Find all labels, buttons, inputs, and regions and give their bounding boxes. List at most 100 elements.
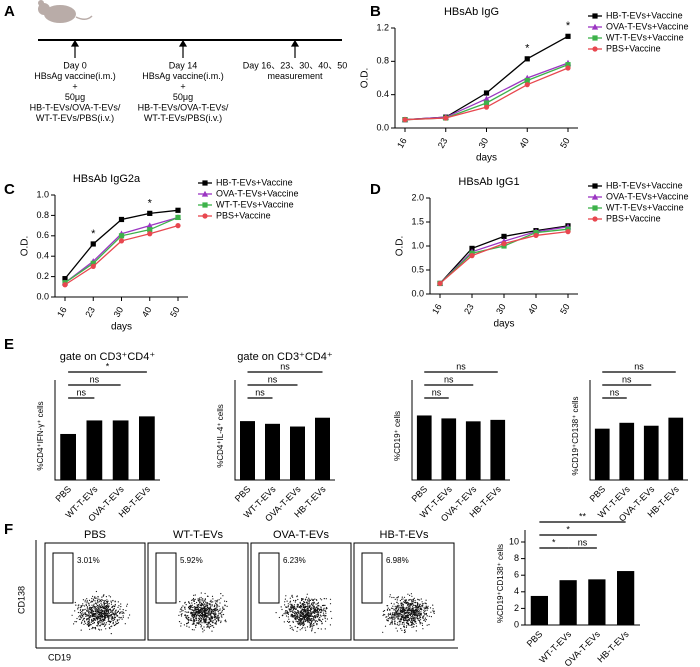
flow-dot (99, 625, 102, 627)
flow-dot (307, 604, 309, 606)
flow-dot (422, 615, 424, 618)
flow-dot (401, 617, 403, 619)
legend-marker (592, 205, 598, 211)
flow-dot (400, 628, 402, 630)
flow-dot (105, 610, 107, 612)
flow-dot (215, 610, 217, 612)
flow-dot (291, 606, 293, 608)
flow-dot (301, 599, 303, 602)
flow-dot (180, 622, 182, 624)
flow-dot (112, 600, 114, 602)
flow-dot (387, 618, 389, 620)
flow-dot (99, 605, 102, 607)
flow-dot (307, 607, 309, 609)
flow-dot (80, 614, 82, 616)
flow-dot (280, 606, 282, 608)
flow-dot (203, 606, 205, 609)
flow-dot (219, 612, 222, 614)
flow-dot (103, 618, 106, 620)
flow-dot (389, 613, 391, 615)
point (118, 238, 125, 244)
flow-dot (220, 597, 222, 599)
flow-dot (193, 606, 195, 608)
y-tick-label: 8 (514, 553, 519, 563)
flow-dot (203, 622, 205, 624)
flow-dot (419, 620, 421, 622)
flow-dot (394, 618, 396, 620)
flow-dot (421, 622, 423, 624)
flow-dot (96, 608, 98, 610)
flow-dot (99, 617, 101, 620)
flow-dot (179, 611, 181, 613)
flow-dot (200, 596, 202, 599)
flow-dot (219, 602, 221, 604)
flow-dot (320, 615, 322, 617)
flow-dot (314, 616, 316, 618)
flow-dot (395, 627, 397, 629)
flow-dot (206, 626, 208, 628)
flow-dot (215, 602, 217, 604)
flow-dot (196, 601, 198, 604)
flow-dot (286, 620, 289, 623)
flow-dot (188, 618, 190, 621)
flow-dot (302, 598, 304, 600)
flow-dot (196, 607, 198, 609)
flow-dot (208, 611, 210, 613)
flow-dot (74, 621, 76, 623)
flow-dot (91, 597, 93, 600)
flow-dot (184, 607, 186, 609)
flow-dot (121, 611, 123, 613)
flow-dot (310, 612, 312, 614)
flow-dot (281, 615, 283, 617)
flow-dot (109, 608, 111, 610)
flow-dot (411, 595, 413, 597)
flow-dot (420, 619, 422, 621)
flow-dot (102, 602, 105, 604)
flow-dot (212, 610, 214, 612)
point (565, 229, 571, 235)
flow-dot (298, 623, 300, 626)
flow-dot (192, 623, 194, 625)
flow-dot (309, 624, 311, 626)
flow-dot (106, 615, 108, 618)
flow-dot (295, 599, 297, 602)
flow-dot (397, 618, 399, 620)
flow-x-label: CD19 (48, 652, 71, 662)
flow-dot (77, 608, 79, 610)
flow-dot (107, 609, 109, 611)
flow-dot (390, 602, 392, 605)
flow-dot (398, 617, 400, 619)
flow-dot (200, 625, 203, 627)
flow-dot (207, 595, 209, 598)
flow-dot (308, 598, 310, 600)
flow-dot (104, 619, 106, 621)
flow-dot (415, 625, 418, 627)
flow-dot (301, 614, 303, 617)
flow-dot (316, 607, 318, 609)
flow-dot (314, 621, 316, 623)
flow-dot (325, 598, 327, 600)
legend-marker (201, 190, 209, 197)
flow-dot (103, 607, 105, 609)
flow-dot (329, 598, 332, 600)
flow-dot (202, 603, 204, 605)
flow-dot (181, 610, 183, 612)
flow-dot (202, 619, 205, 621)
flow-dot (199, 619, 201, 621)
flow-dot (311, 618, 313, 620)
flow-dot (418, 611, 420, 613)
legend-label: OVA-T-EVs+Vaccine (606, 21, 688, 31)
flow-dot (318, 612, 320, 614)
flow-dot (302, 623, 304, 625)
flow-dot (403, 608, 405, 610)
flow-dot (420, 598, 422, 600)
flow-dot (84, 605, 86, 607)
flow-dot (95, 612, 97, 614)
flow-dot (302, 609, 304, 611)
flow-dot (184, 601, 186, 603)
flow-dot (417, 605, 419, 607)
flow-dot (322, 612, 325, 614)
flow-dot (414, 599, 416, 602)
flow-dot (108, 627, 110, 629)
flow-dot (90, 624, 92, 626)
